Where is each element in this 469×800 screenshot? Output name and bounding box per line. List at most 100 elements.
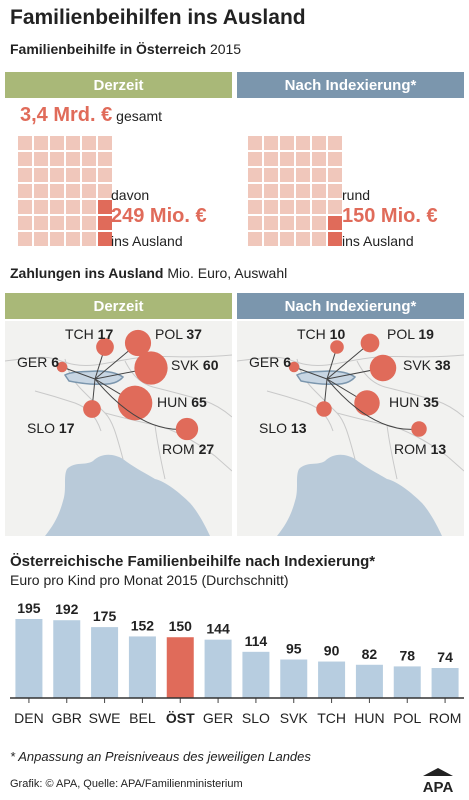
unit-square [264, 232, 278, 246]
bubble-label-rom: ROM 13 [394, 441, 446, 457]
footnote: * Anpassung an Preisniveaus des jeweilig… [10, 749, 311, 764]
bar-value-label: 144 [206, 621, 230, 637]
map-indexed: TCH 10 POL 19 GER 6 SVK 38 HUN 35 SLO 13 ROM 1… [237, 321, 464, 536]
bar-value-label: 175 [93, 608, 117, 624]
header-indexed: Nach Indexierung* [237, 72, 464, 98]
bubble-hun [354, 390, 380, 416]
bar-2 [91, 627, 119, 698]
unit-square [248, 152, 262, 166]
unit-square [328, 168, 342, 182]
unit-square-abroad [98, 200, 112, 214]
unit-square [50, 152, 64, 166]
unit-square [312, 168, 326, 182]
bar-6 [242, 651, 270, 698]
unit-square-abroad [98, 216, 112, 230]
unit-square [50, 200, 64, 214]
bubble-label-pol: POL 19 [387, 326, 434, 342]
current-prefix: davon [111, 187, 150, 203]
bar-value-label: 152 [131, 617, 155, 633]
unit-square [50, 216, 64, 230]
bar-value-label: 192 [55, 601, 79, 617]
unit-square [34, 216, 48, 230]
unit-square [66, 200, 80, 214]
unit-square [328, 184, 342, 198]
unit-square [82, 168, 96, 182]
map-header-current: Derzeit [5, 293, 232, 319]
payments-title: Zahlungen ins Ausland Mio. Euro, Auswahl [10, 265, 287, 281]
bubble-hun [117, 385, 153, 421]
unit-square [34, 232, 48, 246]
unit-square [66, 216, 80, 230]
bubble-label-hun: HUN 65 [157, 394, 207, 410]
land-mass-italy [5, 441, 47, 536]
indexed-amount: 150 Mio. € [342, 205, 438, 227]
bar-category-label: GBR [52, 710, 82, 726]
unit-square [66, 152, 80, 166]
unit-square [296, 216, 310, 230]
bar-category-label: ROM [429, 710, 462, 726]
unit-square [280, 168, 294, 182]
unit-grid-current [18, 136, 112, 246]
bar-5 [204, 639, 232, 698]
current-suffix: ins Ausland [111, 233, 183, 249]
bar-category-label: GER [203, 710, 233, 726]
page-title: Familienbeihilfen ins Ausland [10, 6, 306, 29]
unit-square [312, 216, 326, 230]
bubble-label-tch: TCH 17 [65, 326, 113, 342]
unit-square [82, 136, 96, 150]
map-border [237, 354, 464, 366]
bar-3 [128, 636, 156, 698]
unit-square [98, 136, 112, 150]
payments-title-bold: Zahlungen ins Ausland [10, 265, 164, 281]
header-current: Derzeit [5, 72, 232, 98]
unit-square [248, 168, 262, 182]
bar-7 [280, 659, 308, 698]
map-border [154, 424, 166, 480]
land-mass [5, 321, 232, 536]
map-border [386, 424, 398, 480]
unit-square-abroad [328, 216, 342, 230]
source-credit: Grafik: © APA, Quelle: APA/Familienminis… [10, 778, 243, 790]
total-line: 3,4 Mrd. € gesamt [20, 104, 162, 127]
austria-shape [63, 370, 125, 385]
bar-category-label: TCH [317, 710, 346, 726]
bubble-label-ger: GER 6 [17, 354, 59, 370]
unit-square [312, 152, 326, 166]
bubble-label-rom: ROM 27 [162, 441, 214, 457]
unit-square [264, 168, 278, 182]
bar-value-label: 150 [169, 618, 193, 634]
unit-square [264, 136, 278, 150]
bubble-slo [83, 400, 101, 418]
bar-8 [318, 661, 346, 698]
unit-square [50, 168, 64, 182]
bubble-label-pol: POL 37 [155, 326, 202, 342]
unit-square [82, 184, 96, 198]
unit-square [328, 200, 342, 214]
unit-square [18, 184, 32, 198]
unit-square [50, 136, 64, 150]
unit-square-abroad [328, 232, 342, 246]
unit-square [18, 232, 32, 246]
unit-square [296, 152, 310, 166]
unit-square [248, 216, 262, 230]
map-border [266, 390, 334, 432]
bar-value-label: 114 [245, 633, 268, 649]
bar-chart-title: Österreichische Familienbeihilfe nach In… [10, 553, 376, 570]
bar-4 [166, 637, 194, 698]
map-border [5, 354, 232, 366]
land-mass [237, 321, 464, 536]
bar-category-label: POL [393, 710, 421, 726]
bubble-svk [369, 354, 397, 382]
bubble-label-slo: SLO 17 [27, 420, 75, 436]
unit-square [98, 168, 112, 182]
bar-category-label: SLO [242, 710, 270, 726]
map-current-svg: TCH 17 POL 37 GER 6 SVK 60 HUN 65 SLO 17 ROM 2… [5, 321, 232, 536]
map-border [34, 390, 102, 432]
total-amount: 3,4 Mrd. € [20, 104, 113, 126]
unit-square [82, 232, 96, 246]
unit-square [34, 152, 48, 166]
bubble-rom [175, 417, 199, 441]
bar-category-label: HUN [354, 710, 384, 726]
bar-value-label: 195 [17, 600, 41, 616]
bubble-label-ger: GER 6 [249, 354, 291, 370]
